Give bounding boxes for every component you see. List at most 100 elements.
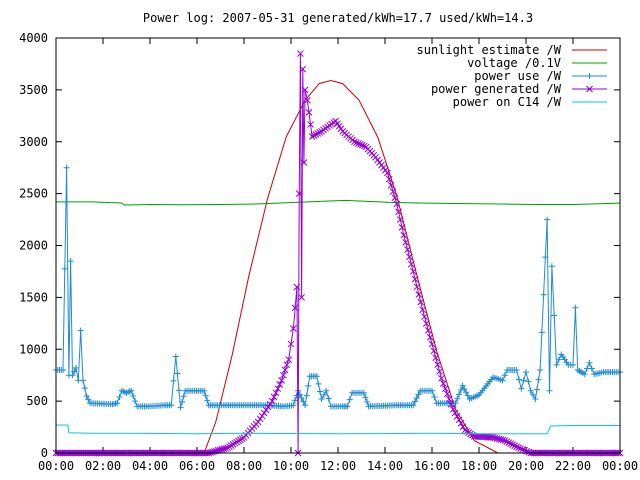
data-point — [274, 385, 282, 393]
data-point — [518, 385, 525, 392]
data-point — [533, 386, 540, 393]
data-point — [256, 415, 264, 423]
y-tick-label: 1500 — [19, 290, 48, 304]
legend-label: voltage /0.1V — [467, 56, 561, 70]
data-point — [570, 361, 576, 368]
data-point — [497, 436, 505, 443]
data-point — [281, 366, 289, 374]
data-point — [63, 164, 70, 171]
data-point — [456, 391, 463, 398]
data-point — [544, 216, 551, 223]
data-point — [358, 141, 366, 149]
axis-tick-labels: 0 500 1000 1500 2000 2500 3000 3500 4000 00:00 02:… — [19, 31, 638, 473]
data-point — [501, 372, 508, 379]
data-point — [67, 258, 74, 265]
data-point — [307, 121, 314, 128]
data-point — [410, 402, 417, 409]
data-point — [278, 377, 285, 384]
data-point — [295, 190, 303, 197]
data-point — [447, 400, 455, 408]
data-point — [513, 443, 520, 451]
legend-label: power use /W — [474, 69, 561, 83]
legend-entry: sunlight estimate /W — [417, 43, 607, 57]
data-point — [168, 402, 175, 409]
data-point — [285, 356, 293, 363]
data-point — [525, 378, 532, 385]
data-point — [436, 368, 443, 375]
data-point — [72, 364, 79, 371]
data-point — [519, 446, 526, 453]
chart-title: Power log: 2007-05-31 generated/kWh=17.7… — [143, 11, 533, 25]
series-line — [56, 199, 621, 206]
data-point — [254, 418, 262, 426]
data-point — [220, 445, 228, 453]
data-point — [298, 395, 305, 402]
data-point — [293, 283, 301, 291]
data-point — [310, 132, 318, 139]
data-point — [415, 391, 422, 398]
series-1 — [56, 199, 621, 206]
data-point — [315, 380, 322, 387]
data-point — [297, 50, 304, 57]
x-tick-label: 08:00 — [226, 459, 262, 473]
data-point — [130, 392, 137, 399]
data-point — [389, 188, 397, 195]
legend-label: power on C14 /W — [453, 95, 562, 109]
data-point — [216, 446, 224, 454]
data-point — [314, 130, 322, 137]
data-point — [509, 441, 517, 449]
data-point — [304, 96, 311, 104]
y-tick-label: 3500 — [19, 83, 48, 97]
data-point — [202, 392, 209, 399]
data-point — [301, 86, 309, 94]
data-point — [83, 392, 90, 399]
data-point — [201, 387, 208, 394]
data-point — [312, 131, 320, 138]
data-point — [491, 434, 499, 442]
data-point — [407, 260, 415, 268]
data-point — [586, 85, 593, 93]
data-point — [402, 239, 410, 246]
y-tick-label: 1000 — [19, 342, 48, 356]
data-point — [431, 393, 438, 400]
data-point — [222, 444, 230, 452]
x-tick-label: 12:00 — [320, 459, 356, 473]
data-point — [520, 377, 527, 384]
data-point — [530, 391, 537, 398]
y-tick-label: 4000 — [19, 31, 48, 45]
data-point — [305, 109, 313, 116]
data-point — [355, 140, 362, 147]
data-point — [299, 65, 307, 73]
data-point — [218, 446, 226, 453]
data-point — [527, 387, 534, 394]
data-point — [455, 416, 463, 424]
data-point — [525, 448, 533, 456]
data-point — [459, 423, 467, 431]
data-point — [464, 392, 471, 399]
data-point — [77, 327, 84, 334]
data-point — [507, 440, 515, 448]
data-point — [287, 340, 295, 348]
data-point — [419, 306, 426, 314]
data-point — [424, 327, 432, 334]
series-2 — [53, 164, 623, 411]
y-tick-label: 3000 — [19, 135, 48, 149]
data-point — [503, 438, 511, 445]
data-point — [313, 373, 320, 380]
data-point — [532, 396, 539, 403]
data-point — [454, 395, 461, 402]
data-point — [325, 395, 332, 402]
data-point — [463, 389, 470, 396]
data-point — [71, 368, 78, 375]
data-point — [443, 390, 451, 398]
data-point — [383, 169, 391, 177]
data-point — [128, 387, 135, 394]
data-point — [515, 444, 522, 452]
data-point — [499, 436, 507, 444]
data-point — [457, 386, 464, 393]
data-point — [260, 409, 268, 417]
data-point — [320, 391, 327, 398]
x-tick-label: 22:00 — [555, 459, 591, 473]
data-point — [291, 397, 298, 404]
data-point — [434, 361, 441, 368]
